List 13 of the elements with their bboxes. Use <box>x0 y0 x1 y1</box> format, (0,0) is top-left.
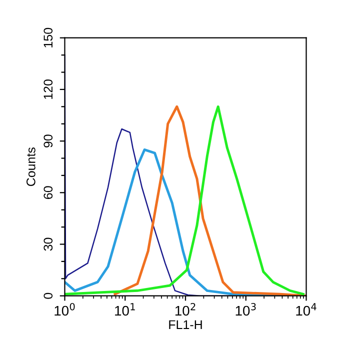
x-tick-label: 10$^{4}$ <box>296 303 316 316</box>
y-tick-label: 90 <box>44 134 53 148</box>
x-tick-label: 10$^{3}$ <box>236 302 256 316</box>
x-tick-label: 10$^{1}$ <box>115 303 135 316</box>
y-tick-label: 0 <box>44 292 53 299</box>
y-tick-label: 150 <box>44 28 53 48</box>
y-tick-label: 120 <box>44 80 53 99</box>
x-axis-title: FL1-H <box>169 320 202 329</box>
y-axis-title: Counts <box>26 147 36 186</box>
y-tick-label: 60 <box>44 186 53 199</box>
y-tick-label: 30 <box>44 238 53 251</box>
x-tick-label: 10$^{0}$ <box>54 302 75 316</box>
x-tick-label: 10$^{2}$ <box>175 302 196 316</box>
